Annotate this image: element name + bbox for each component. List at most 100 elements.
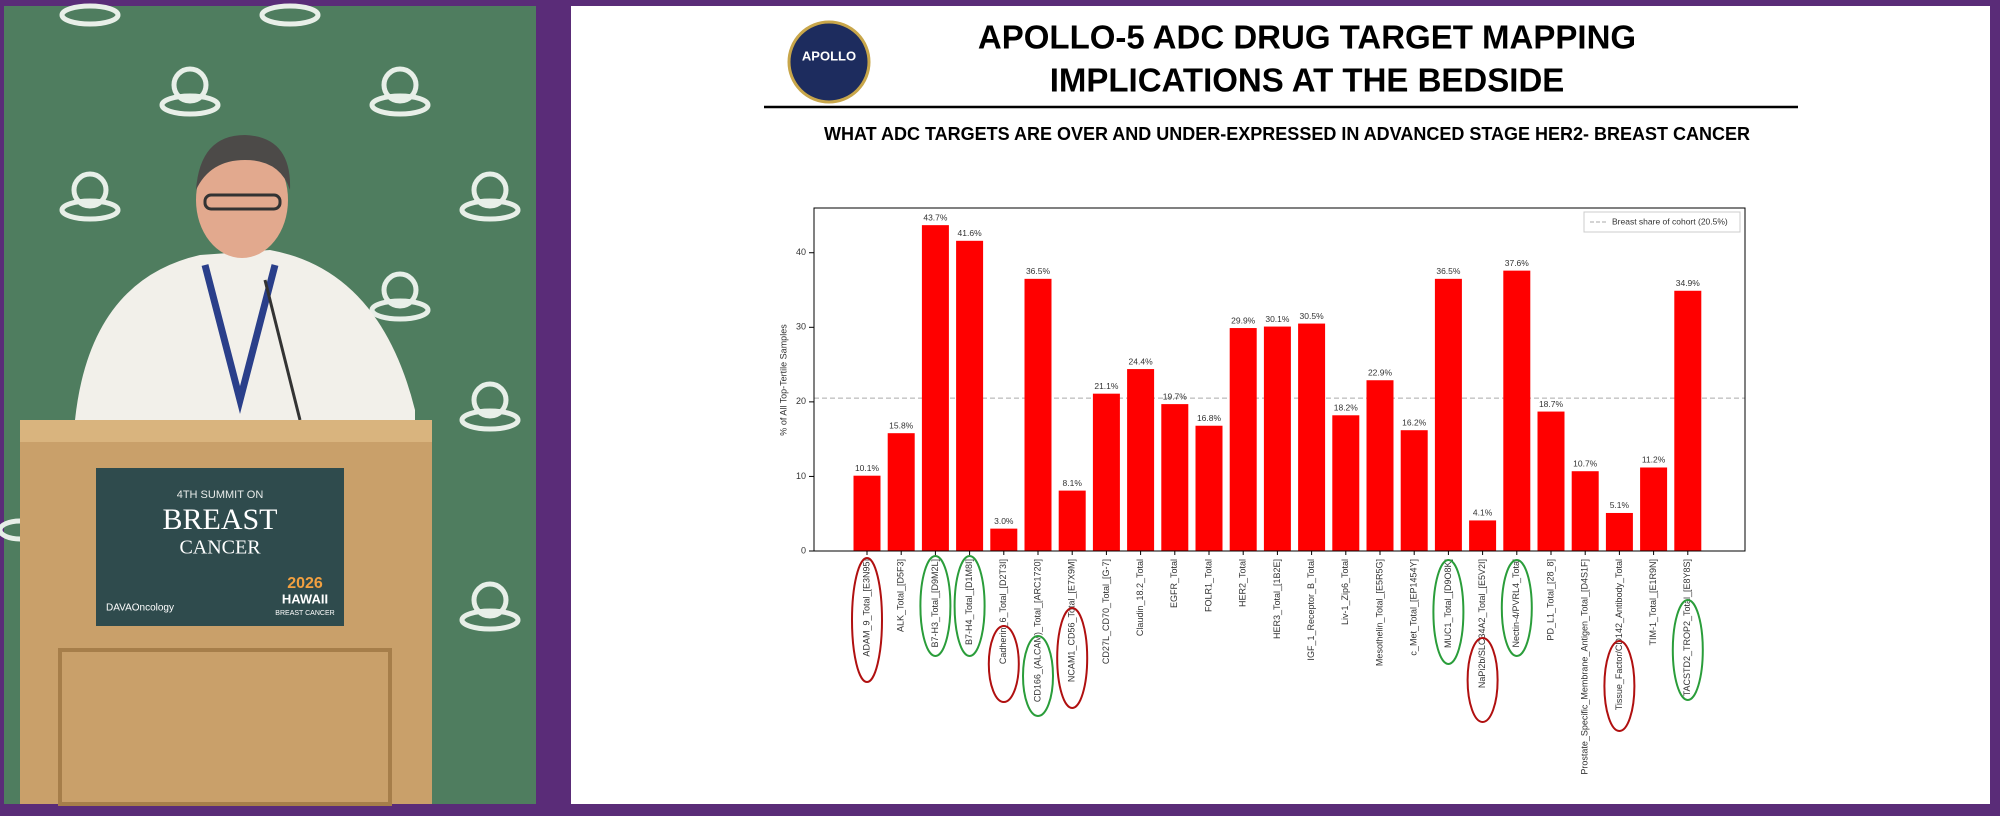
x-tick-label: TIM-1_Total_[E1R9N] bbox=[1648, 559, 1658, 646]
y-tick-label: 0 bbox=[801, 545, 806, 555]
logo-text: APOLLO bbox=[802, 48, 856, 63]
value-label: 5.1% bbox=[1610, 500, 1630, 510]
slide-title: IMPLICATIONS AT THE BEDSIDE bbox=[1050, 62, 1565, 99]
x-tick-label: Cadherin_6_Total_[D2T3I] bbox=[998, 559, 1008, 664]
x-tick-label: ADAM_9_Total_[E3N95] bbox=[861, 559, 871, 657]
speaker-shirt bbox=[75, 250, 415, 430]
highlight-circle bbox=[919, 555, 952, 657]
x-tick-label: Prostate_Specific_Membrane_Antigen_Total… bbox=[1580, 559, 1590, 775]
value-label: 8.1% bbox=[1063, 478, 1083, 488]
sign-text: 2026 bbox=[287, 575, 323, 592]
speaker-glasses bbox=[203, 193, 282, 211]
x-tick-label: HER2_Total bbox=[1238, 559, 1248, 607]
plot-frame bbox=[813, 207, 1746, 552]
x-tick-label: FOLR1_Total bbox=[1203, 559, 1213, 612]
sign-text: BREAST bbox=[162, 503, 277, 536]
sign-text: 4TH SUMMIT ON bbox=[177, 489, 264, 501]
speaker-video: 4TH SUMMIT ON BREAST CANCER DAVAOncology… bbox=[0, 3, 536, 806]
value-label: 29.9% bbox=[1231, 315, 1256, 325]
bar bbox=[1058, 490, 1086, 551]
y-tick-label: 10 bbox=[796, 471, 806, 481]
sign-text: DAVAOncology bbox=[106, 603, 174, 614]
value-label: 41.6% bbox=[958, 228, 983, 238]
sign-text: BREAST CANCER bbox=[275, 610, 334, 617]
slide-subtitle: WHAT ADC TARGETS ARE OVER AND UNDER-EXPR… bbox=[824, 124, 1750, 144]
x-tick-label: EGFR_Total bbox=[1169, 559, 1179, 608]
x-tick-label: PD_L1_Total_[28_8] bbox=[1545, 559, 1555, 641]
bar bbox=[1537, 411, 1565, 551]
y-tick-label: 20 bbox=[796, 396, 806, 406]
bar bbox=[1263, 326, 1291, 551]
logo bbox=[787, 20, 871, 104]
x-tick-label: B7-H4_Total_[D1M8I] bbox=[964, 559, 974, 645]
bar bbox=[1503, 270, 1531, 551]
microphone bbox=[263, 279, 302, 421]
value-label: 24.4% bbox=[1129, 356, 1154, 366]
x-tick-label: TACSTD2_TROP2_Total_[E8Y8S] bbox=[1682, 559, 1692, 696]
lanyard bbox=[201, 264, 279, 414]
bar bbox=[887, 433, 915, 551]
highlight-circle bbox=[1603, 640, 1636, 732]
bar bbox=[1571, 471, 1599, 551]
value-label: 10.1% bbox=[855, 463, 880, 473]
x-tick-label: CD27L_CD70_Total_[G-7] bbox=[1101, 559, 1111, 664]
bar bbox=[1434, 278, 1462, 551]
x-tick-label: B7-H3_Total_[D9M2L] bbox=[930, 559, 940, 648]
highlight-circle bbox=[1022, 635, 1054, 717]
y-tick-label: 30 bbox=[796, 322, 806, 332]
highlight-circle bbox=[1466, 637, 1499, 723]
highlight-circle bbox=[1432, 559, 1465, 665]
speaker-hair bbox=[196, 135, 291, 190]
x-tick-label: Tissue_Factor/CD142_Antibody_Total bbox=[1614, 559, 1624, 710]
highlight-circle bbox=[851, 557, 883, 683]
value-label: 36.5% bbox=[1026, 266, 1051, 276]
highlight-circle bbox=[1056, 607, 1089, 709]
value-label: 16.8% bbox=[1197, 413, 1222, 423]
bar bbox=[1332, 415, 1360, 551]
podium-top bbox=[20, 420, 432, 442]
value-label: 19.7% bbox=[1163, 391, 1188, 401]
highlight-circle bbox=[1671, 599, 1704, 701]
value-label: 30.5% bbox=[1300, 311, 1325, 321]
backdrop-logos bbox=[0, 3, 521, 632]
highlight-circle bbox=[953, 555, 986, 657]
value-label: 15.8% bbox=[889, 420, 914, 430]
bar bbox=[853, 475, 881, 551]
bar bbox=[1640, 467, 1668, 551]
value-label: 21.1% bbox=[1094, 381, 1119, 391]
x-tick-label: HER3_Total_[1B2E] bbox=[1272, 559, 1282, 639]
bar bbox=[1400, 430, 1428, 551]
x-tick-label: Liv-1_Zip6_Total bbox=[1340, 559, 1350, 625]
x-tick-label: Nectin-4/PVRL4_Total bbox=[1511, 559, 1521, 648]
value-label: 37.6% bbox=[1505, 258, 1530, 268]
podium-sign bbox=[96, 468, 344, 626]
bar bbox=[956, 240, 984, 551]
value-label: 11.2% bbox=[1642, 455, 1666, 465]
bar bbox=[1024, 278, 1052, 551]
value-label: 43.7% bbox=[923, 212, 948, 222]
bar bbox=[1092, 393, 1120, 551]
value-label: 34.9% bbox=[1676, 278, 1701, 288]
bar bbox=[1366, 380, 1394, 551]
bar bbox=[990, 528, 1018, 551]
x-tick-label: MUC1_Total_[D9O8K] bbox=[1443, 559, 1453, 648]
value-label: 10.7% bbox=[1573, 458, 1598, 468]
bar bbox=[1674, 290, 1702, 551]
x-tick-label: Mesothelin_Total_[E5R5G] bbox=[1374, 559, 1384, 666]
podium-panel bbox=[58, 648, 392, 806]
bar bbox=[1298, 323, 1326, 551]
bar bbox=[1195, 425, 1223, 551]
legend-label: Breast share of cohort (20.5%) bbox=[1612, 216, 1728, 226]
value-label: 4.1% bbox=[1473, 508, 1493, 518]
value-label: 3.0% bbox=[994, 516, 1014, 526]
slide-title: APOLLO-5 ADC DRUG TARGET MAPPING bbox=[978, 19, 1636, 56]
x-tick-label: CD166_(ALCAM)_Total_[ARC1720] bbox=[1032, 559, 1042, 702]
bar bbox=[1469, 520, 1497, 551]
value-label: 18.7% bbox=[1539, 399, 1564, 409]
sign-text: HAWAII bbox=[282, 591, 328, 606]
x-tick-label: NCAM1_CD56_Total_[E7X9M] bbox=[1067, 559, 1077, 682]
bar bbox=[1161, 404, 1189, 551]
value-label: 18.2% bbox=[1334, 403, 1359, 413]
legend-box bbox=[1583, 211, 1741, 233]
